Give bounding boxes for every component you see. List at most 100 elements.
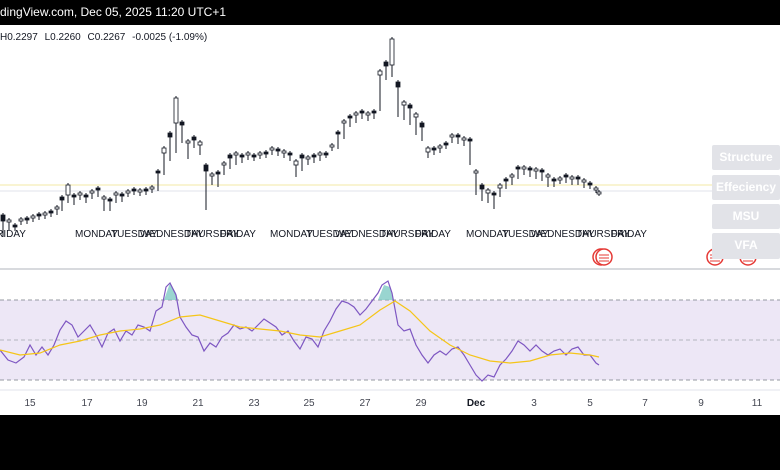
candle-body xyxy=(317,152,323,156)
day-label: MONDAY xyxy=(466,229,509,240)
vfa-button[interactable]: VFA xyxy=(712,233,780,259)
candle-body xyxy=(569,176,575,180)
candle-body xyxy=(545,174,551,178)
candle-body xyxy=(185,140,191,144)
chart-header-title: dingView.com, Dec 05, 2025 11:20 UTC+1 xyxy=(0,5,227,19)
candle-body xyxy=(173,97,179,124)
ohlc-high: H0.2297 xyxy=(0,32,38,43)
candle-body xyxy=(359,110,365,114)
candle-body xyxy=(407,104,413,109)
candle-body xyxy=(563,174,569,178)
candle-body xyxy=(251,154,257,158)
candle-body xyxy=(389,38,395,66)
time-axis-label: 21 xyxy=(192,398,204,409)
rsi-overbought-fill xyxy=(164,283,178,300)
day-label: FRIDAY xyxy=(0,229,26,240)
day-label: TUESDAY xyxy=(111,229,158,240)
candle-body xyxy=(275,148,281,152)
candle-body xyxy=(347,115,353,119)
time-axis-label: 15 xyxy=(24,398,36,409)
day-label: THURSDAY xyxy=(576,229,631,240)
candle-body xyxy=(353,112,359,116)
candle-body xyxy=(491,192,497,196)
top-bar: dingView.com, Dec 05, 2025 11:20 UTC+1 xyxy=(0,0,780,25)
day-label: TUESDAY xyxy=(502,229,549,240)
candle-body xyxy=(191,136,197,141)
candle-body xyxy=(497,184,503,189)
candle-body xyxy=(575,176,581,180)
day-label: FRIDAY xyxy=(220,229,256,240)
candle-body xyxy=(167,132,173,138)
candle-body xyxy=(0,214,6,222)
candle-body xyxy=(137,189,143,193)
candle-body xyxy=(401,101,407,106)
candle-body xyxy=(557,177,563,181)
candle-body xyxy=(161,147,167,154)
day-label: FRIDAY xyxy=(611,229,647,240)
candle-body xyxy=(455,134,461,138)
candle-body xyxy=(581,179,587,183)
chart-canvas[interactable]: FRIDAYMONDAYTUESDAYWEDNESDAYTHURSDAYFRID… xyxy=(0,25,780,415)
candle-body xyxy=(329,144,335,148)
candle-body xyxy=(461,137,467,141)
candle-body xyxy=(341,120,347,124)
candle-body xyxy=(311,154,317,158)
time-axis-label: 29 xyxy=(415,398,427,409)
candle-body xyxy=(293,160,299,166)
rsi-band xyxy=(0,300,780,380)
candle-body xyxy=(149,186,155,190)
candle-body xyxy=(431,147,437,151)
candle-body xyxy=(131,188,137,192)
candle-body xyxy=(239,154,245,158)
candle-body xyxy=(395,81,401,88)
candle-body xyxy=(515,166,521,170)
us-flag-event-icon[interactable] xyxy=(595,248,613,266)
structure-button[interactable]: Structure xyxy=(712,145,780,170)
candle-body xyxy=(203,164,209,172)
candle-body xyxy=(95,187,101,191)
candle-body xyxy=(215,171,221,175)
time-axis-label: 25 xyxy=(303,398,315,409)
candle-body xyxy=(233,152,239,156)
candle-body xyxy=(335,131,341,135)
candle-body xyxy=(443,142,449,146)
candle-body xyxy=(197,141,203,146)
candle-body xyxy=(437,145,443,149)
candle-body xyxy=(587,182,593,186)
candle-body xyxy=(593,187,599,191)
candle-body xyxy=(71,194,77,198)
candle-body xyxy=(89,190,95,194)
candle-body xyxy=(413,113,419,118)
day-label: WEDNESDAY xyxy=(531,229,595,240)
time-axis-label: 5 xyxy=(587,398,593,409)
candle-body xyxy=(473,170,479,174)
ohlc-low: L0.2260 xyxy=(44,32,81,43)
candle-body xyxy=(485,189,491,194)
candle-body xyxy=(179,121,185,126)
candle-body xyxy=(383,61,389,67)
efficiency-button[interactable]: Effeciency xyxy=(712,175,780,200)
ohlc-legend: H0.2297 L0.2260 C0.2267 -0.0025 (-1.09%) xyxy=(0,32,207,43)
candle-body xyxy=(24,217,30,221)
time-axis-label: 17 xyxy=(81,398,93,409)
rsi-line xyxy=(0,280,600,382)
msu-button[interactable]: MSU xyxy=(712,204,780,229)
candle-body xyxy=(107,198,113,202)
candle-body xyxy=(533,168,539,172)
bottom-bar xyxy=(0,415,780,470)
chart-area[interactable]: FRIDAYMONDAYTUESDAYWEDNESDAYTHURSDAYFRID… xyxy=(0,25,780,415)
candle-body xyxy=(209,173,215,177)
candle-body xyxy=(263,151,269,155)
day-label: THURSDAY xyxy=(185,229,240,240)
day-label: TUESDAY xyxy=(306,229,353,240)
candle-body xyxy=(419,122,425,128)
rsi-overbought-fill xyxy=(378,285,393,300)
candle-body xyxy=(143,188,149,192)
candle-body xyxy=(30,215,36,219)
candle-body xyxy=(305,156,311,160)
candle-body xyxy=(287,152,293,156)
candle-body xyxy=(65,184,71,196)
candle-body xyxy=(539,169,545,173)
day-label: THURSDAY xyxy=(380,229,435,240)
candle-body xyxy=(113,192,119,196)
